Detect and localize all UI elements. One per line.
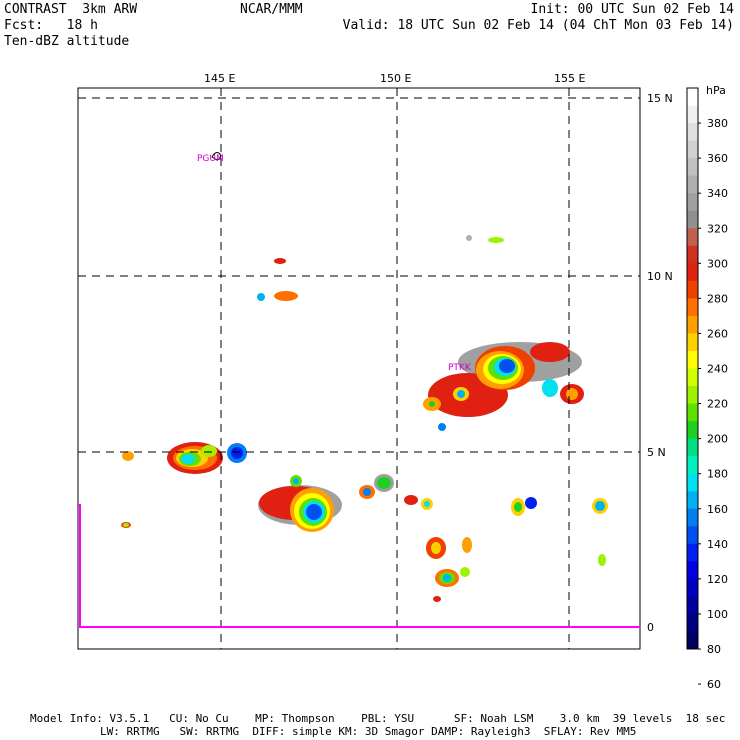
colorbar-swatch — [687, 613, 698, 632]
model-info-line1: Model Info: V3.5.1 CU: No Cu MP: Thompso… — [30, 712, 726, 725]
colorbar-swatch — [687, 403, 698, 422]
lon-label-155: 155 E — [554, 72, 585, 85]
colorbar-swatch — [687, 350, 698, 369]
colorbar-tick-label: 340 — [707, 187, 728, 200]
colorbar-tick-label: 260 — [707, 327, 728, 340]
lon-label-150: 150 E — [380, 72, 411, 85]
station-label-pgum: PGUM — [197, 154, 224, 164]
colorbar-tick-label: 60 — [707, 678, 721, 691]
colorbar-swatch — [687, 456, 698, 475]
colorbar-swatch — [687, 263, 698, 282]
colorbar-swatch — [687, 210, 698, 229]
institution: NCAR/MMM — [240, 2, 303, 17]
colorbar-tick-label: 180 — [707, 468, 728, 481]
product-title: CONTRAST 3km ARW — [4, 2, 138, 17]
colorbar-swatch — [687, 333, 698, 352]
colorbar-swatch — [687, 175, 698, 194]
colorbar-swatch — [687, 543, 698, 562]
field-name: Ten-dBZ altitude — [4, 34, 130, 49]
colorbar-tick-label: 320 — [707, 222, 728, 235]
colorbar-swatch — [687, 368, 698, 387]
lat-label-15: 15 N — [647, 92, 673, 105]
colorbar-tick-label: 220 — [707, 398, 728, 411]
colorbar-tick-label: 200 — [707, 433, 728, 446]
colorbar-unit: hPa — [706, 84, 726, 97]
colorbar-swatch — [687, 491, 698, 510]
colorbar-swatch — [687, 315, 698, 334]
lat-label-10: 10 N — [647, 270, 673, 283]
colorbar-tick-label: 100 — [707, 608, 728, 621]
domain-boundary — [78, 504, 640, 628]
colorbar-tick-label: 300 — [707, 257, 728, 270]
colorbar-swatch — [687, 105, 698, 124]
colorbar-tick-label: 160 — [707, 503, 728, 516]
init-time: Init: 00 UTC Sun 02 Feb 14 — [530, 2, 735, 17]
colorbar-tick-label: 240 — [707, 363, 728, 376]
colorbar-swatch — [687, 526, 698, 545]
colorbar-swatch — [687, 386, 698, 405]
colorbar-swatch — [687, 88, 698, 107]
colorbar-tick-label: 280 — [707, 292, 728, 305]
colorbar-tick-labels: 380 360 340 320 300 280 260 240 220 200 180 160 140 1… — [698, 117, 728, 691]
colorbar-tick-label: 140 — [707, 538, 728, 551]
echo-cell-north — [257, 235, 504, 301]
colorbar-tick-label: 120 — [707, 573, 728, 586]
colorbar-swatch — [687, 438, 698, 457]
colorbar-swatch — [687, 561, 698, 580]
guam-outline — [211, 152, 222, 161]
colorbar-swatch — [687, 140, 698, 159]
colorbar-swatch — [687, 280, 698, 299]
lat-label-0: 0 — [647, 621, 654, 634]
colorbar-tick-label: 360 — [707, 152, 728, 165]
model-info-line2: LW: RRTMG SW: RRTMG DIFF: simple KM: 3D … — [100, 725, 637, 738]
map-gridlines — [78, 88, 640, 649]
forecast-hour: Fcst: 18 h — [4, 18, 98, 33]
colorbar-tick-label: 80 — [707, 643, 721, 656]
colorbar-swatch — [687, 578, 698, 597]
echo-cell-south — [426, 537, 472, 602]
station-label-ptkk: PTKK — [448, 363, 472, 373]
lon-label-145: 145 E — [204, 72, 235, 85]
colorbar-swatch — [687, 508, 698, 527]
colorbar-swatch — [687, 228, 698, 247]
colorbar-swatches — [687, 88, 698, 650]
lat-label-5: 5 N — [647, 446, 666, 459]
colorbar-swatch — [687, 298, 698, 317]
echo-cell-east — [511, 497, 608, 566]
colorbar-swatch — [687, 245, 698, 264]
colorbar-swatch — [687, 421, 698, 440]
colorbar-swatch — [687, 596, 698, 615]
colorbar-swatch — [687, 158, 698, 177]
echo-cells — [121, 235, 608, 602]
colorbar-swatch — [687, 473, 698, 492]
valid-time: Valid: 18 UTC Sun 02 Feb 14 (04 ChT Mon … — [342, 18, 734, 33]
colorbar-tick-label: 380 — [707, 117, 728, 130]
echo-cluster-ptkk — [423, 342, 584, 431]
colorbar-swatch — [687, 123, 698, 142]
colorbar-swatch — [687, 193, 698, 212]
colorbar-swatch — [687, 631, 698, 650]
echo-cell-central — [258, 474, 433, 532]
